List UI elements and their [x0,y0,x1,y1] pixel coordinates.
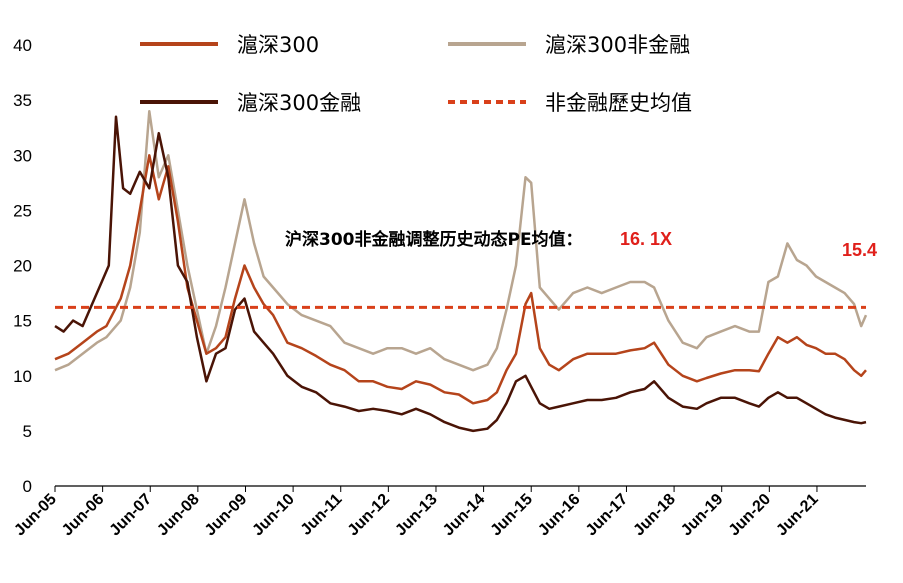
x-tick-label: Jun-21 [773,491,822,540]
x-tick-label: Jun-13 [392,491,441,540]
end-value-label: 15.4 [842,240,877,260]
x-tick-label: Jun-14 [440,491,489,540]
legend-label: 滬深300 [237,33,319,57]
x-tick-label: Jun-12 [345,491,394,540]
series-lines [54,109,868,433]
y-tick-label: 25 [13,201,32,220]
y-tick-label: 0 [23,477,32,496]
x-tick-label: Jun-17 [583,491,632,540]
series-line [54,109,868,372]
x-tick-label: Jun-16 [535,491,584,540]
y-tick-label: 5 [23,422,32,441]
y-tick-label: 20 [13,257,32,276]
legend-label: 非金融歷史均值 [545,91,692,115]
x-tick-label: Jun-05 [11,491,60,540]
y-tick-label: 40 [13,36,32,55]
y-axis-ticks: 0 5 10 15 20 25 30 35 40 [13,36,32,496]
x-tick-label: Jun-08 [154,491,203,540]
x-tick-label: Jun-09 [202,491,251,540]
legend-label: 滬深300金融 [237,91,361,115]
x-tick-label: Jun-07 [107,491,156,540]
y-tick-label: 35 [13,91,32,110]
y-tick-label: 30 [13,146,32,165]
legend-label: 滬深300非金融 [545,33,690,57]
x-tick-label: Jun-18 [630,491,679,540]
annotation-value: 16. 1X [620,229,672,249]
x-axis-ticks: Jun-05 Jun-06 Jun-07 Jun-08 Jun-09 Jun-10 Jun-… [11,486,822,539]
x-tick-label: Jun-10 [249,491,298,540]
y-tick-label: 10 [13,367,32,386]
annotation-text: 沪深300非金融调整历史动态PE均值： [285,229,583,250]
series-line [54,115,867,433]
x-tick-label: Jun-15 [488,491,537,540]
x-tick-label: Jun-20 [726,491,775,540]
x-tick-label: Jun-11 [298,491,346,539]
x-tick-label: Jun-19 [678,491,727,540]
x-tick-label: Jun-06 [59,491,108,540]
y-tick-label: 15 [13,312,32,331]
series-line [54,154,867,405]
